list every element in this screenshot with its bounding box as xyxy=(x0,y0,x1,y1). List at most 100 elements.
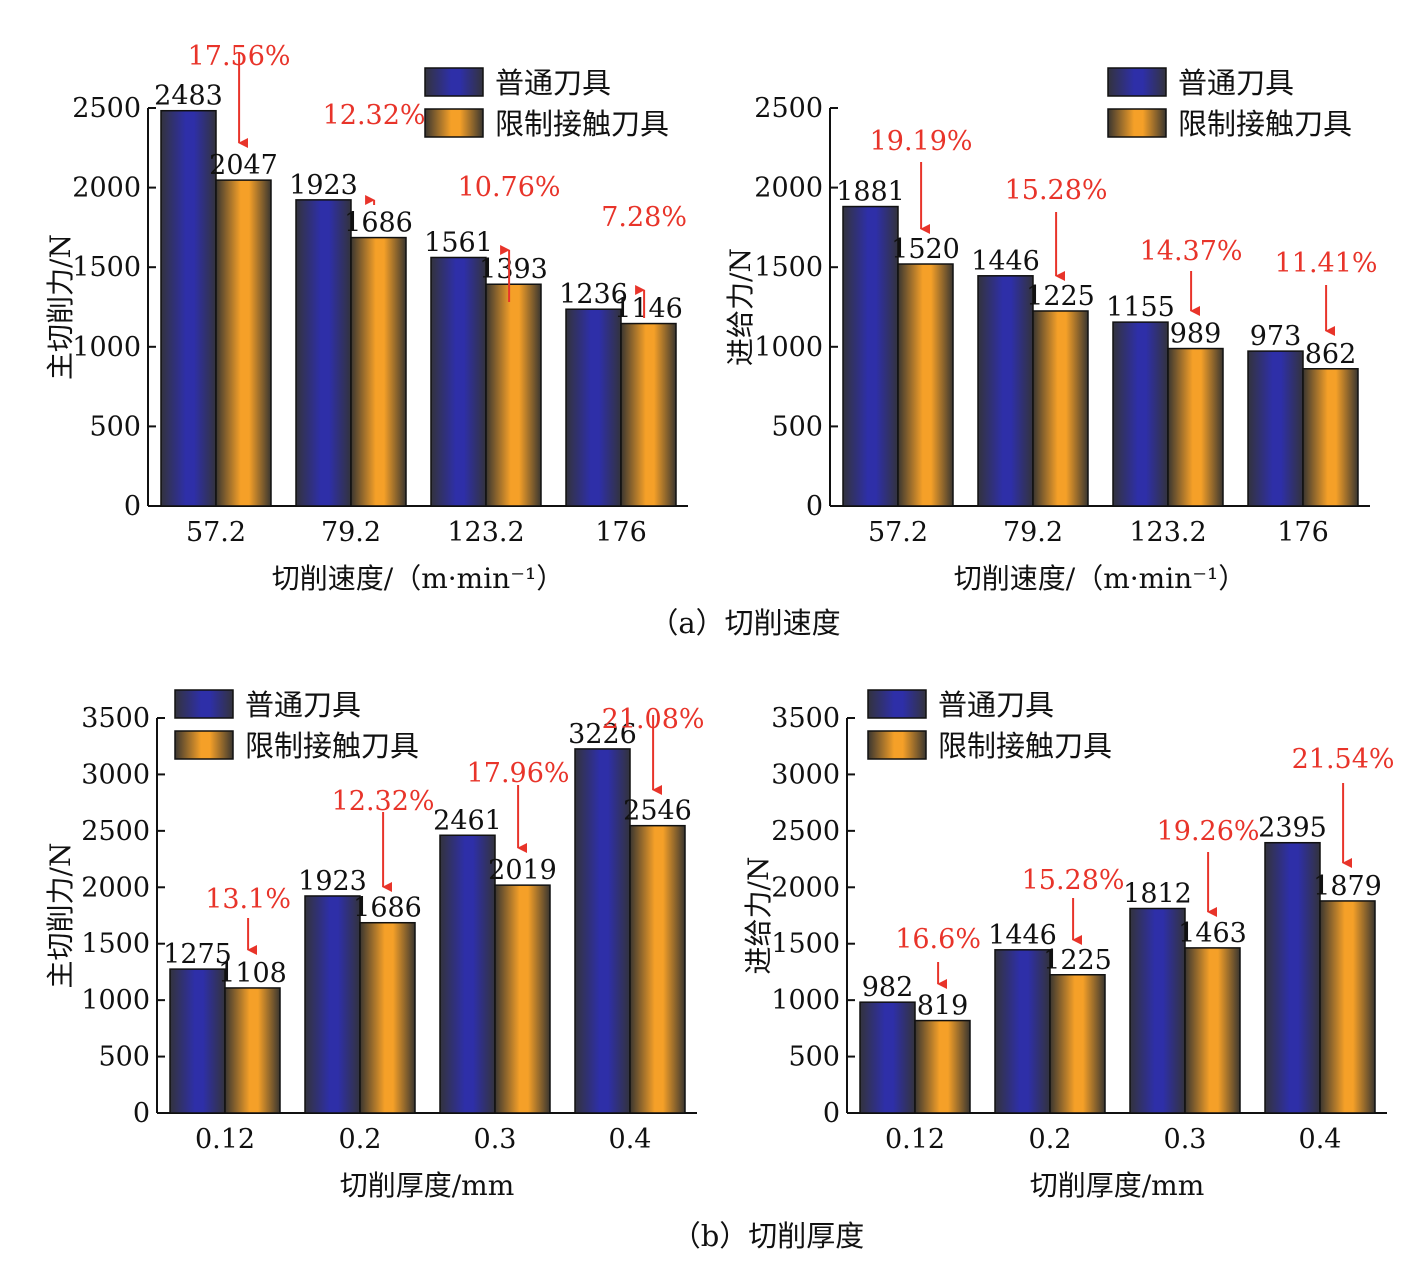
bar-value-label: 3226 xyxy=(568,719,637,750)
x-tick-label: 0.2 xyxy=(339,1124,382,1155)
bar-value-label: 1393 xyxy=(479,254,548,285)
bar-value-label: 1520 xyxy=(891,234,960,265)
x-tick-label: 79.2 xyxy=(1003,517,1063,548)
y-tick-label: 0 xyxy=(806,491,823,522)
bar-limited-contact-tool xyxy=(1319,900,1376,1114)
y-tick-label: 1500 xyxy=(754,252,823,283)
bar-ordinary-tool xyxy=(430,256,487,507)
reduction-percent-label: 21.54% xyxy=(1292,744,1395,775)
bar-value-label: 1275 xyxy=(163,939,232,970)
y-tick-label: 2000 xyxy=(771,872,840,903)
bar-value-label: 1446 xyxy=(971,246,1040,277)
reduction-percent-label: 12.32% xyxy=(323,100,426,131)
y-tick-label: 1000 xyxy=(72,332,141,363)
bar-value-label: 862 xyxy=(1305,339,1357,370)
bar-value-label: 1881 xyxy=(836,177,905,208)
x-axis-label: 切削速度/（m·min⁻¹） xyxy=(954,562,1246,595)
y-axis-label: 主切削力/N xyxy=(44,843,77,989)
y-tick-label: 2500 xyxy=(754,93,823,124)
y-tick-label: 1000 xyxy=(81,985,150,1016)
bar-value-label: 1225 xyxy=(1026,281,1095,312)
bar-ordinary-tool xyxy=(160,109,217,507)
legend-swatch-ordinary-tool xyxy=(1107,67,1167,97)
legend-swatch-ordinary-tool xyxy=(424,67,484,97)
bar-ordinary-tool xyxy=(169,968,226,1114)
y-tick-label: 500 xyxy=(89,411,141,442)
x-tick-label: 0.4 xyxy=(609,1124,652,1155)
bar-value-label: 819 xyxy=(917,991,969,1022)
legend-label: 限制接触刀具 xyxy=(938,729,1112,763)
bar-ordinary-tool xyxy=(304,895,361,1114)
reduction-percent-label: 7.28% xyxy=(601,202,687,233)
y-tick-label: 2000 xyxy=(72,173,141,204)
bar-ordinary-tool xyxy=(439,834,496,1114)
caption-b: （b）切削厚度 xyxy=(672,1219,865,1253)
legend-label: 普通刀具 xyxy=(1178,66,1294,100)
x-axis-label: 切削速度/（m·min⁻¹） xyxy=(272,562,564,595)
y-tick-label: 2000 xyxy=(754,173,823,204)
x-axis-label: 切削厚度/mm xyxy=(1030,1169,1205,1202)
x-tick-label: 123.2 xyxy=(1129,517,1206,548)
y-tick-label: 3500 xyxy=(81,703,150,734)
legend-swatch-limited-contact-tool xyxy=(174,730,234,760)
legend-label: 普通刀具 xyxy=(495,66,611,100)
bar-value-label: 1146 xyxy=(614,294,683,325)
y-tick-label: 2500 xyxy=(771,816,840,847)
bar-value-label: 2395 xyxy=(1258,813,1327,844)
y-tick-label: 1500 xyxy=(72,252,141,283)
bar-limited-contact-tool xyxy=(629,824,686,1114)
x-tick-label: 0.3 xyxy=(474,1124,517,1155)
bar-value-label: 1446 xyxy=(988,920,1057,951)
reduction-percent-label: 15.28% xyxy=(1005,175,1108,206)
y-tick-label: 3000 xyxy=(81,759,150,790)
bar-value-label: 973 xyxy=(1250,321,1302,352)
bar-ordinary-tool xyxy=(565,308,622,507)
bar-value-label: 2546 xyxy=(623,796,692,827)
reduction-percent-label: 19.19% xyxy=(870,126,973,157)
bar-limited-contact-tool xyxy=(350,236,407,507)
bar-ordinary-tool xyxy=(994,949,1051,1114)
bar-limited-contact-tool xyxy=(1032,310,1089,507)
bar-ordinary-tool xyxy=(1129,907,1186,1114)
reduction-percent-label: 16.6% xyxy=(895,924,981,955)
x-tick-label: 57.2 xyxy=(186,517,246,548)
bar-limited-contact-tool xyxy=(897,263,954,507)
y-axis-label: 进给力/N xyxy=(742,857,775,975)
reduction-percent-label: 11.41% xyxy=(1275,248,1378,279)
bar-ordinary-tool xyxy=(977,275,1034,507)
bar-ordinary-tool xyxy=(1264,841,1321,1114)
bar-limited-contact-tool xyxy=(215,179,272,507)
bar-limited-contact-tool xyxy=(485,283,542,507)
bar-ordinary-tool xyxy=(859,1001,916,1114)
y-tick-label: 3500 xyxy=(771,703,840,734)
x-tick-label: 176 xyxy=(595,517,647,548)
bar-limited-contact-tool xyxy=(1049,974,1106,1114)
x-tick-label: 79.2 xyxy=(321,517,381,548)
x-tick-label: 176 xyxy=(1277,517,1329,548)
chart-a-main-cutting-force: 0 500 1000 1500 2000 2500 主切削力/N 切削速度/（m·min⁻¹）… xyxy=(44,41,688,595)
bar-ordinary-tool xyxy=(842,205,899,507)
legend-label: 普通刀具 xyxy=(938,688,1054,722)
bar-limited-contact-tool xyxy=(914,1019,971,1114)
y-tick-label: 1000 xyxy=(754,332,823,363)
bar-ordinary-tool xyxy=(574,748,631,1114)
bar-value-label: 1155 xyxy=(1106,292,1175,323)
y-tick-label: 1500 xyxy=(771,929,840,960)
bar-ordinary-tool xyxy=(295,199,352,507)
y-tick-label: 3000 xyxy=(771,759,840,790)
x-axis-label: 切削厚度/mm xyxy=(340,1169,515,1202)
caption-a: （a）切削速度 xyxy=(649,606,840,640)
bar-value-label: 1225 xyxy=(1043,945,1112,976)
reduction-percent-label: 12.32% xyxy=(332,786,435,817)
bar-value-label: 1923 xyxy=(289,170,358,201)
y-tick-label: 2500 xyxy=(81,816,150,847)
legend-swatch-ordinary-tool xyxy=(867,689,927,719)
bar-value-label: 1879 xyxy=(1313,871,1382,902)
bar-limited-contact-tool xyxy=(620,322,677,507)
bar-ordinary-tool xyxy=(1247,350,1304,507)
x-tick-label: 123.2 xyxy=(447,517,524,548)
